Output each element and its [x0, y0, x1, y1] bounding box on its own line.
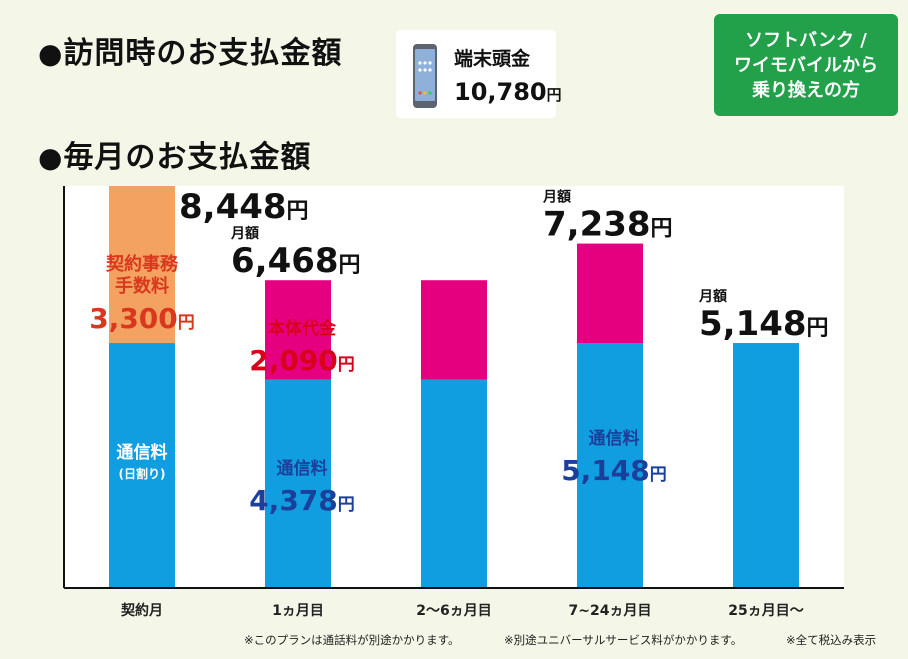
- bar-segment: [421, 379, 487, 588]
- switch-customer-badge: ソフトバンク / ワイモバイルから 乗り換えの方: [714, 14, 898, 116]
- segment-label: (日割り): [119, 466, 166, 481]
- segment-label: 契約事務: [105, 253, 179, 275]
- monthly-prefix-label: 月額: [698, 288, 727, 305]
- bar-segment: [109, 186, 175, 344]
- x-tick-label: 2～6ヵ月目: [416, 603, 491, 619]
- segment-value-label: 5,148円: [561, 454, 667, 487]
- segment-value-label: 3,300円: [89, 302, 195, 335]
- footnote-call-charge: ※このプランは通話料が別途かかります。: [244, 633, 460, 647]
- footnote-universal-service: ※別途ユニバーサルサービス料がかかります。: [504, 633, 743, 647]
- segment-label: 通信料: [277, 458, 328, 479]
- monthly-payment-title: ●毎月のお支払金額: [38, 140, 312, 175]
- device-downpayment-amount: 10,780円: [454, 78, 562, 106]
- footnote-tax-included: ※全て税込み表示: [786, 633, 877, 647]
- bullet-dot-icon: ●: [38, 37, 64, 70]
- x-tick-label: 7~24ヵ月目: [569, 603, 652, 619]
- bar-segment: [577, 343, 643, 588]
- segment-label: 手数料: [115, 275, 169, 297]
- bar-segment: [265, 280, 331, 380]
- bar-segment: [577, 243, 643, 344]
- device-downpayment-box: 端末頭金 10,780円: [396, 30, 562, 118]
- segment-value-label: 2,090円: [249, 344, 355, 377]
- bar-segment: [109, 343, 175, 588]
- monthly-prefix-label: 月額: [230, 225, 259, 242]
- visit-payment-title: ●訪問時のお支払金額: [38, 36, 343, 71]
- device-downpayment-label: 端末頭金: [454, 48, 531, 70]
- bar-segment: [421, 280, 487, 380]
- x-tick-label: 契約月: [120, 602, 163, 619]
- segment-label: 本体代金: [268, 318, 337, 339]
- segment-label: 通信料: [117, 442, 168, 463]
- bar-segment: [265, 379, 331, 588]
- monthly-prefix-label: 月額: [542, 189, 571, 206]
- bar-segment: [733, 343, 799, 588]
- segment-value-label: 4,378円: [249, 484, 355, 517]
- smartphone-icon: [413, 44, 437, 108]
- x-tick-label: 25ヵ月目～: [728, 603, 803, 619]
- x-tick-label: 1ヵ月目: [272, 603, 324, 619]
- bullet-dot-icon: ●: [38, 141, 64, 174]
- segment-label: 通信料: [589, 428, 640, 449]
